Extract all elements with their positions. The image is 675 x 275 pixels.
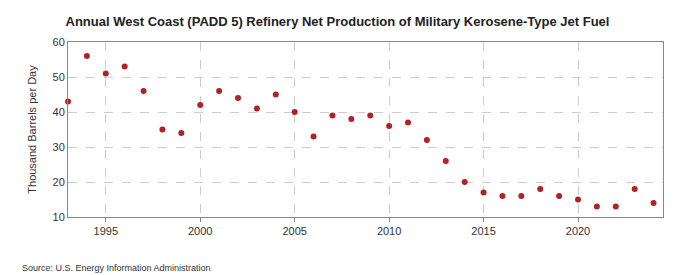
svg-text:30: 30 [53,141,65,153]
svg-text:2020: 2020 [566,225,590,237]
svg-text:Annual West Coast (PADD 5) Ref: Annual West Coast (PADD 5) Refinery Net … [66,14,610,29]
svg-text:50: 50 [53,71,65,83]
svg-text:2010: 2010 [377,225,401,237]
svg-text:2005: 2005 [282,225,306,237]
svg-text:20: 20 [53,176,65,188]
svg-text:40: 40 [53,106,65,118]
svg-text:2015: 2015 [471,225,495,237]
svg-text:2000: 2000 [188,225,212,237]
svg-text:10: 10 [53,211,65,223]
svg-text:1995: 1995 [94,225,118,237]
svg-text:Source: U.S. Energy Informatio: Source: U.S. Energy Information Administ… [22,263,211,273]
svg-text:60: 60 [53,36,65,48]
svg-text:Thousand Barrels per Day: Thousand Barrels per Day [26,65,38,194]
